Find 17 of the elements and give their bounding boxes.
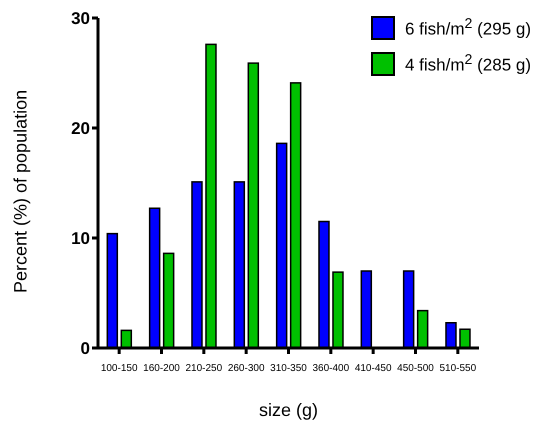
x-tick-label: 210-250 bbox=[185, 363, 223, 374]
y-tick-label: 0 bbox=[80, 339, 90, 358]
x-tick-label: 360-400 bbox=[312, 363, 350, 374]
y-tick-label: 10 bbox=[71, 229, 90, 248]
legend-label: 6 fish/m$^{2}$ (295 g) bbox=[405, 16, 531, 40]
y-tick-label: 30 bbox=[71, 9, 90, 28]
x-tick-label: 100-150 bbox=[100, 363, 138, 374]
legend-label: 4 fish/m$^{2}$ (285 g) bbox=[405, 52, 531, 76]
x-tick-label: 450-500 bbox=[397, 363, 434, 374]
x-tick-label: 160-200 bbox=[143, 363, 180, 374]
y-tick-label: 20 bbox=[71, 119, 90, 138]
x-tick-label: 310-350 bbox=[270, 363, 308, 374]
x-axis-title: size (g) bbox=[258, 400, 318, 420]
y-axis-title: Percent (%) of population bbox=[10, 90, 30, 293]
x-tick-label: 260-300 bbox=[228, 363, 265, 374]
x-tick-label: 410-450 bbox=[354, 363, 392, 374]
x-tick-label: 510-550 bbox=[439, 363, 477, 374]
